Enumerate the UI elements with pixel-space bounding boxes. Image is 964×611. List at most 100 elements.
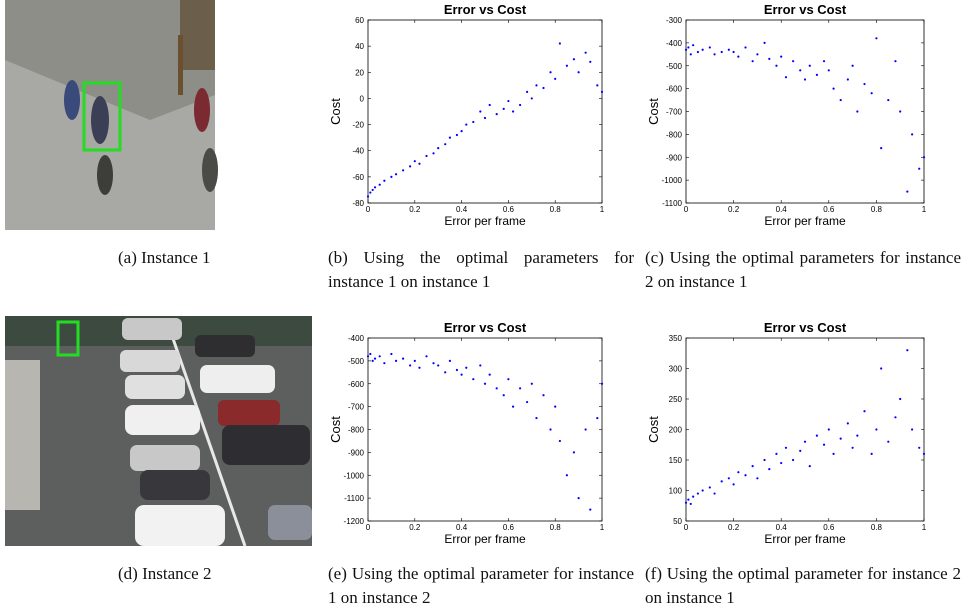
x-tick-label: 0.6: [823, 523, 835, 532]
y-axis-label: Cost: [646, 416, 661, 443]
y-tick-label: -1200: [344, 517, 365, 526]
data-point: [871, 92, 873, 94]
x-tick-label: 1: [922, 523, 927, 532]
data-point: [692, 496, 694, 498]
data-point: [728, 477, 730, 479]
data-point: [690, 53, 692, 55]
data-point: [372, 189, 374, 191]
data-point: [573, 58, 575, 60]
page: {"chart_data": [ {"type": "scatter", "ti…: [0, 0, 964, 611]
data-point: [402, 169, 404, 171]
y-tick-label: 300: [669, 365, 683, 374]
x-tick-label: 0: [684, 523, 689, 532]
figure-canvas: Error vs Cost Error per frame Cost 0 0.2 0.4 0…: [0, 0, 964, 611]
data-point: [444, 143, 446, 145]
x-tick-label: 0.6: [823, 205, 835, 214]
data-point: [785, 447, 787, 449]
data-point: [763, 459, 765, 461]
y-tick-label: 60: [355, 16, 364, 25]
data-point: [444, 371, 446, 373]
data-point: [875, 37, 877, 39]
data-point: [744, 46, 746, 48]
plot-frame: [686, 20, 924, 203]
data-point: [503, 394, 505, 396]
data-point: [856, 110, 858, 112]
data-point: [894, 416, 896, 418]
y-tick-label: 0: [360, 94, 365, 103]
data-point: [479, 110, 481, 112]
y-tick-label: 100: [669, 487, 683, 496]
y-tick-label: -1000: [662, 176, 683, 185]
data-point: [799, 69, 801, 71]
y-tick-label: 250: [669, 395, 683, 404]
data-point: [804, 78, 806, 80]
data-point: [535, 417, 537, 419]
x-tick-label: 0.4: [456, 523, 468, 532]
data-point: [863, 410, 865, 412]
data-point: [856, 435, 858, 437]
data-point: [690, 503, 692, 505]
x-tick-label: 0.2: [409, 205, 421, 214]
data-point: [863, 83, 865, 85]
data-point: [559, 440, 561, 442]
data-point: [744, 474, 746, 476]
data-point: [768, 468, 770, 470]
data-point: [449, 360, 451, 362]
data-point: [578, 497, 580, 499]
y-tick-label: -600: [348, 380, 365, 389]
data-point: [713, 492, 715, 494]
data-point: [737, 56, 739, 58]
y-axis-label: Cost: [328, 416, 343, 443]
x-axis-label: Error per frame: [444, 532, 526, 546]
data-point: [799, 450, 801, 452]
data-point: [367, 355, 369, 357]
chart-title: Error vs Cost: [764, 320, 847, 335]
y-axis-label: Cost: [328, 98, 343, 125]
data-point: [911, 133, 913, 135]
data-point: [733, 483, 735, 485]
plot-frame: [686, 338, 924, 521]
data-point: [542, 394, 544, 396]
data-point: [390, 176, 392, 178]
x-tick-label: 0: [684, 205, 689, 214]
data-point: [687, 499, 689, 501]
data-point: [809, 65, 811, 67]
y-tick-label: 200: [669, 426, 683, 435]
data-point: [383, 362, 385, 364]
data-point: [379, 184, 381, 186]
data-point: [585, 52, 587, 54]
caption: (c) Using the optimal parameters for ins…: [645, 246, 961, 294]
data-point: [702, 49, 704, 51]
data-point: [785, 76, 787, 78]
data-point: [549, 71, 551, 73]
x-tick-label: 0.8: [871, 205, 883, 214]
data-point: [461, 130, 463, 132]
y-tick-label: -1100: [662, 199, 682, 208]
data-point: [585, 428, 587, 430]
data-point: [395, 173, 397, 175]
data-point: [596, 417, 598, 419]
data-point: [566, 474, 568, 476]
data-point: [589, 508, 591, 510]
data-point: [687, 46, 689, 48]
data-point: [374, 357, 376, 359]
data-point: [880, 367, 882, 369]
data-point: [479, 364, 481, 366]
data-point: [432, 362, 434, 364]
data-point: [887, 99, 889, 101]
data-point: [554, 406, 556, 408]
data-point: [775, 65, 777, 67]
caption: (a) Instance 1: [118, 246, 268, 270]
data-point: [601, 91, 603, 93]
data-point: [918, 447, 920, 449]
data-point: [823, 60, 825, 62]
data-point: [702, 489, 704, 491]
y-tick-label: -700: [666, 108, 683, 117]
data-point: [906, 349, 908, 351]
x-tick-label: 0: [366, 205, 371, 214]
y-tick-label: -700: [348, 403, 365, 412]
y-tick-label: -500: [348, 357, 365, 366]
data-point: [923, 156, 925, 158]
y-tick-label: -1100: [344, 494, 364, 503]
data-point: [697, 51, 699, 53]
